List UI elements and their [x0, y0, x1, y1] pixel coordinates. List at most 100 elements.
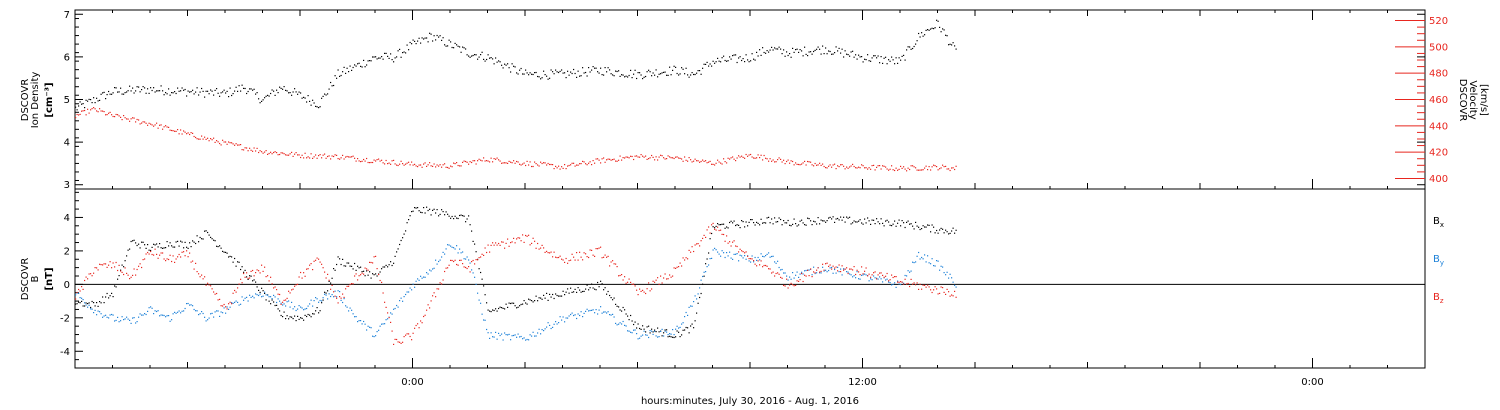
by-point	[255, 293, 257, 295]
bx-point	[493, 309, 495, 312]
bx-point	[478, 268, 480, 270]
by-point	[391, 313, 393, 315]
density-point	[540, 78, 542, 80]
velocity-point	[789, 162, 791, 164]
density-point	[793, 51, 795, 53]
density-point	[423, 38, 425, 40]
density-point	[687, 74, 689, 76]
density-point	[387, 55, 389, 57]
density-point	[736, 61, 738, 64]
velocity-point	[685, 159, 687, 161]
density-point	[747, 59, 749, 61]
by-point	[954, 284, 956, 286]
by-point	[498, 332, 500, 334]
by-point	[618, 323, 620, 325]
density-point	[460, 51, 462, 53]
bz-point	[712, 222, 714, 224]
by-point	[640, 335, 642, 337]
by-point	[673, 334, 675, 336]
density-point	[147, 88, 149, 90]
by-point	[148, 307, 150, 309]
density-tick-label: 4	[64, 138, 70, 149]
velocity-tick-label: 460	[1429, 95, 1448, 106]
bx-point	[925, 226, 927, 228]
bz-point	[634, 285, 636, 287]
by-point	[892, 283, 894, 285]
bz-point	[202, 278, 204, 280]
density-point	[165, 92, 167, 94]
bx-point	[726, 226, 728, 228]
by-point	[406, 291, 408, 293]
bz-point	[937, 293, 939, 295]
density-point	[349, 65, 351, 67]
bz-point	[228, 303, 230, 305]
bx-point	[183, 247, 185, 249]
velocity-point	[952, 167, 954, 169]
density-point	[919, 36, 921, 38]
velocity-point	[763, 154, 765, 157]
by-point	[744, 255, 746, 257]
by-point	[697, 293, 699, 295]
bx-point	[379, 271, 381, 273]
density-point	[168, 88, 170, 90]
velocity-point	[400, 160, 402, 162]
bz-point	[628, 278, 630, 280]
velocity-point	[171, 129, 173, 132]
velocity-point	[325, 157, 327, 159]
velocity-point	[214, 141, 216, 143]
density-point	[955, 48, 957, 50]
by-point	[112, 314, 114, 316]
by-point	[934, 265, 936, 267]
by-point	[612, 313, 614, 315]
bx-point	[811, 224, 813, 226]
velocity-point	[867, 168, 869, 170]
velocity-point	[484, 160, 486, 162]
velocity-point	[90, 109, 92, 111]
velocity-point	[906, 170, 908, 172]
by-point	[607, 311, 609, 313]
by-point	[447, 244, 449, 246]
by-point	[814, 272, 816, 275]
density-point	[688, 76, 690, 78]
velocity-point	[397, 164, 399, 167]
velocity-point	[381, 159, 383, 161]
bz-point	[444, 270, 446, 273]
velocity-point	[582, 160, 584, 162]
bx-point	[606, 293, 608, 295]
bx-point	[858, 220, 860, 222]
density-point	[484, 60, 486, 62]
bx-point	[591, 283, 593, 285]
bx-point	[859, 219, 861, 221]
by-point	[210, 313, 212, 315]
bx-point	[342, 258, 344, 260]
velocity-point	[300, 156, 302, 159]
velocity-point	[715, 162, 717, 164]
density-point	[700, 73, 702, 75]
bx-point	[796, 225, 798, 227]
velocity-point	[819, 162, 821, 164]
bx-point	[360, 266, 362, 268]
density-point	[822, 45, 824, 47]
density-point	[309, 100, 311, 102]
bx-point	[645, 331, 647, 333]
velocity-point	[339, 158, 341, 160]
bx-point	[468, 215, 470, 217]
bz-point	[864, 270, 866, 272]
velocity-point	[337, 158, 339, 160]
velocity-point	[835, 168, 837, 170]
velocity-point	[103, 111, 105, 113]
bx-point	[376, 275, 378, 277]
bz-point	[153, 254, 155, 256]
density-point	[679, 73, 681, 75]
velocity-point	[96, 110, 98, 112]
density-point	[160, 85, 162, 87]
bx-point	[574, 288, 576, 290]
density-point	[313, 102, 315, 104]
bz-point	[817, 267, 819, 269]
bx-point	[580, 291, 582, 293]
velocity-point	[712, 163, 714, 165]
velocity-point	[652, 156, 654, 158]
density-point	[904, 59, 906, 61]
by-point	[514, 334, 516, 336]
density-point	[469, 56, 471, 58]
